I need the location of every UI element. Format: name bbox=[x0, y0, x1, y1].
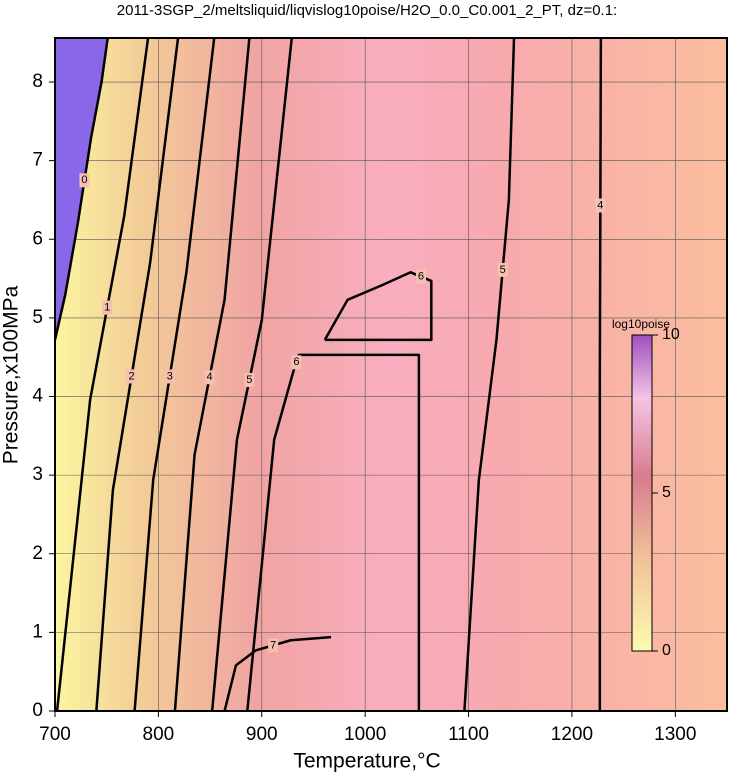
contour-label-bg bbox=[164, 369, 175, 384]
x-tick-label: 800 bbox=[143, 724, 175, 745]
contour-label: 3 bbox=[167, 370, 173, 382]
y-axis-label: Pressure,x100MPa bbox=[0, 285, 23, 464]
colorbar-tick-label: 5 bbox=[662, 484, 671, 501]
colorbar-label: log10poise bbox=[612, 317, 670, 331]
contour-label-bg bbox=[497, 262, 508, 277]
contour-label-bg bbox=[268, 638, 279, 653]
x-tick-label: 700 bbox=[39, 724, 71, 745]
y-tick-label: 3 bbox=[32, 464, 43, 485]
y-tick-label: 1 bbox=[32, 621, 43, 642]
contour-label: 1 bbox=[104, 302, 110, 314]
plot-frame bbox=[54, 37, 728, 712]
contour-line bbox=[598, 37, 603, 711]
contour-label: 5 bbox=[500, 264, 506, 276]
contour-line bbox=[323, 271, 433, 342]
contour-line bbox=[463, 37, 516, 712]
plot-background bbox=[55, 38, 727, 711]
contour-label-bg bbox=[204, 370, 215, 385]
contour-label-bg bbox=[595, 198, 606, 213]
x-axis-label: Temperature,°C bbox=[293, 750, 440, 773]
contour-label-bg bbox=[415, 269, 426, 284]
contour-label: 6 bbox=[418, 271, 424, 283]
contour-label-bg bbox=[244, 373, 255, 388]
x-tick-label: 1300 bbox=[654, 724, 696, 745]
colorbar bbox=[631, 334, 653, 652]
y-tick-label: 8 bbox=[32, 71, 43, 92]
x-tick-label: 900 bbox=[246, 724, 278, 745]
y-tick-label: 0 bbox=[32, 700, 43, 721]
contour-label: 5 bbox=[246, 374, 252, 386]
contour-label-bg bbox=[102, 300, 113, 315]
y-tick-label: 2 bbox=[32, 543, 43, 564]
x-tick-label: 1200 bbox=[551, 724, 593, 745]
x-tick-label: 1000 bbox=[344, 724, 386, 745]
plot-area: 0 1 2 3 4 5 6 6 5 4 7 bbox=[53, 37, 727, 712]
x-tick-label: 1100 bbox=[448, 724, 489, 745]
contour-label: 7 bbox=[270, 639, 276, 651]
y-tick-label: 6 bbox=[32, 228, 43, 249]
y-tick-label: 5 bbox=[32, 307, 43, 328]
y-tick-label: 7 bbox=[32, 150, 43, 171]
contour-label-bg bbox=[291, 355, 302, 370]
contour-label: 4 bbox=[597, 199, 603, 211]
contour-line bbox=[223, 635, 332, 712]
contour-label: 0 bbox=[81, 174, 87, 186]
contour-label-bg bbox=[126, 369, 137, 384]
contour-label: 6 bbox=[293, 356, 299, 368]
contour-label: 2 bbox=[128, 370, 134, 382]
y-tick-label: 4 bbox=[32, 386, 43, 407]
colorbar-tick-label: 10 bbox=[662, 326, 680, 343]
contour-label-bg bbox=[79, 173, 90, 188]
contour-label: 4 bbox=[206, 371, 212, 383]
chart-title: 2011-3SGP_2/meltsliquid/liqvislog10poise… bbox=[117, 2, 617, 19]
colorbar-tick-label: 0 bbox=[662, 642, 671, 659]
